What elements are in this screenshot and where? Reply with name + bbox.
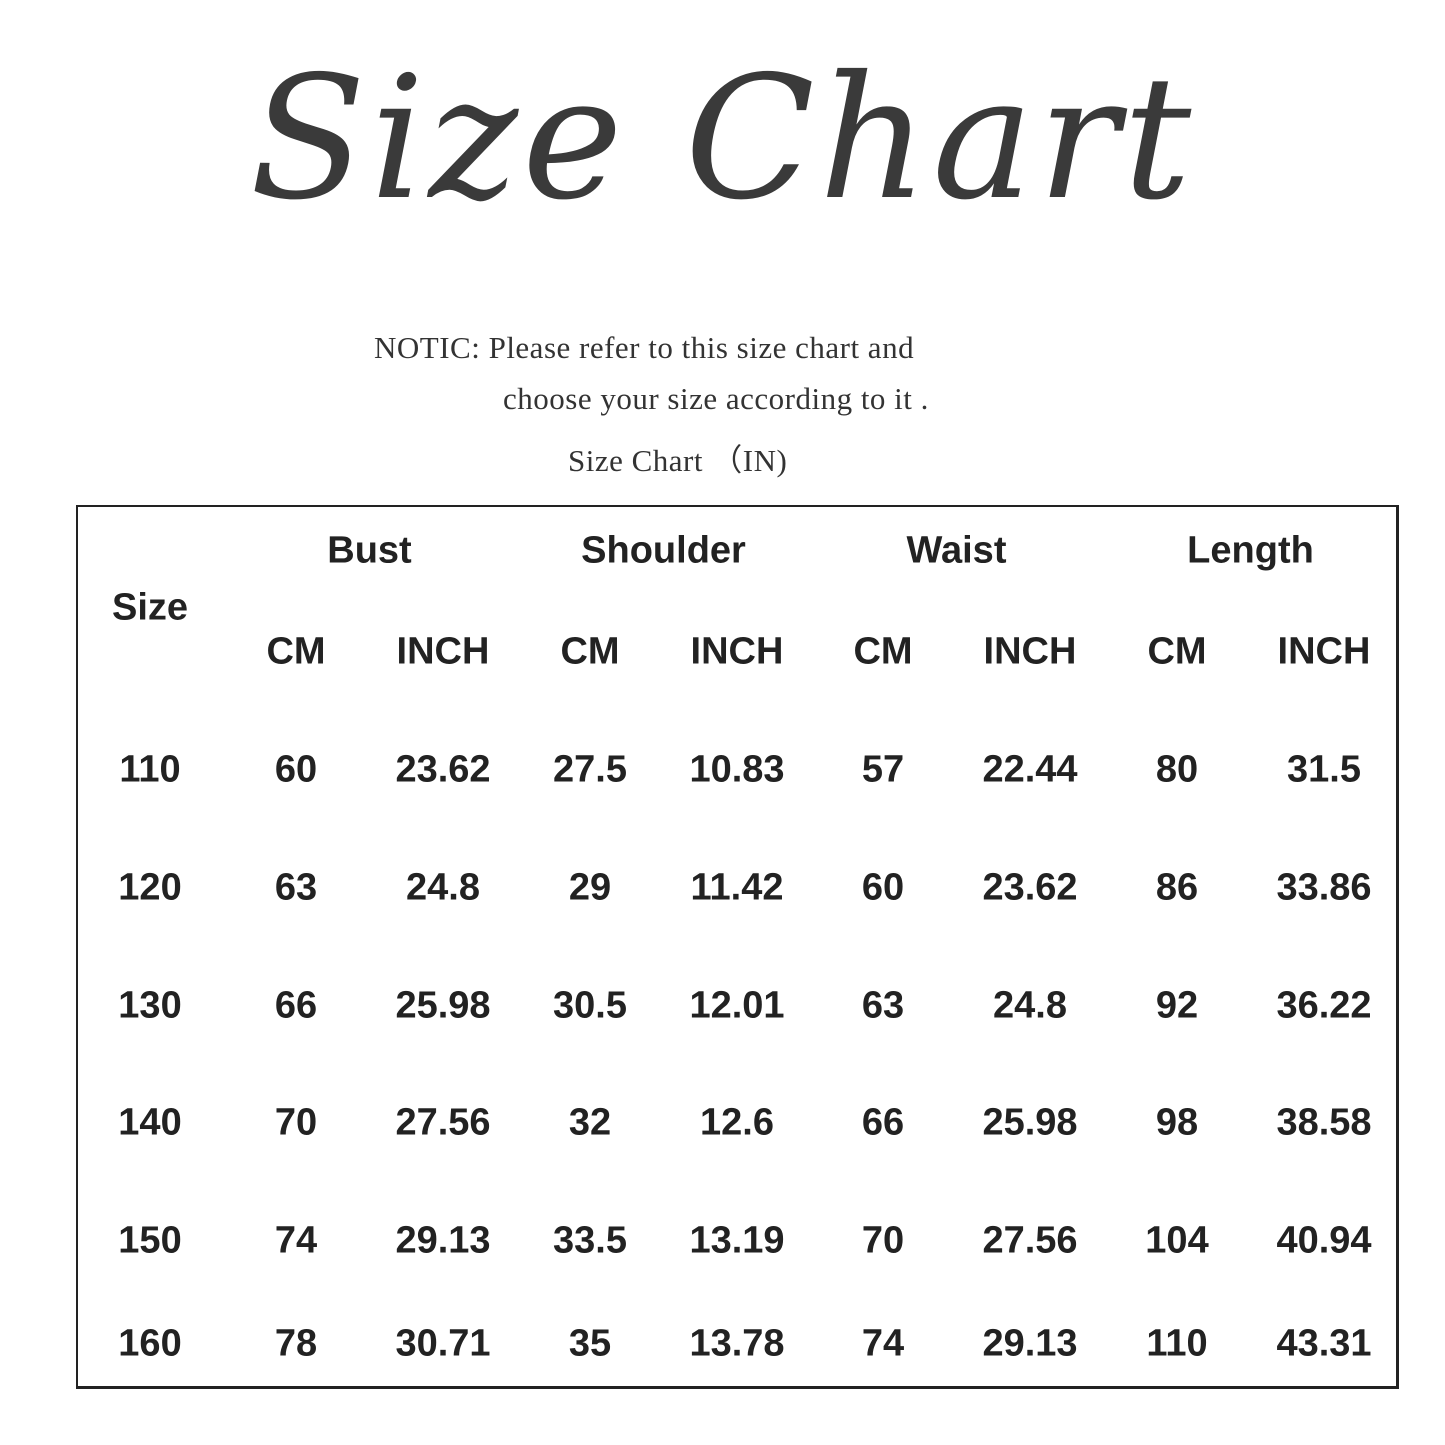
measurement-cell: 78 [274, 1322, 318, 1365]
unit-header: INCH [983, 630, 1077, 673]
measurement-cell: 29.13 [395, 1219, 491, 1262]
group-header: Bust [327, 529, 412, 572]
measurement-cell: 38.58 [1276, 1101, 1372, 1144]
measurement-cell: 74 [861, 1322, 905, 1365]
measurement-cell: 24.8 [406, 866, 480, 909]
measurement-cell: 70 [274, 1101, 318, 1144]
measurement-cell: 13.78 [689, 1322, 785, 1365]
measurement-cell: 43.31 [1276, 1322, 1372, 1365]
measurement-cell: 35 [568, 1322, 612, 1365]
measurement-cell: 80 [1155, 748, 1199, 791]
measurement-cell: 27.5 [553, 748, 627, 791]
measurement-cell: 13.19 [689, 1219, 785, 1262]
measurement-cell: 27.56 [982, 1219, 1078, 1262]
unit-header: CM [560, 630, 620, 673]
measurement-cell: 29.13 [982, 1322, 1078, 1365]
measurement-cell: 33.86 [1276, 866, 1372, 909]
size-cell: 160 [118, 1322, 182, 1365]
measurement-cell: 32 [568, 1101, 612, 1144]
measurement-cell: 92 [1155, 984, 1199, 1027]
measurement-cell: 110 [1146, 1322, 1208, 1365]
measurement-cell: 66 [274, 984, 318, 1027]
measurement-cell: 63 [274, 866, 318, 909]
size-cell: 120 [118, 866, 182, 909]
measurement-cell: 25.98 [982, 1101, 1078, 1144]
unit-header: CM [853, 630, 913, 673]
measurement-cell: 63 [861, 984, 905, 1027]
measurement-cell: 60 [274, 748, 318, 791]
notice-line-1: NOTIC: Please refer to this size chart a… [374, 330, 915, 365]
measurement-cell: 23.62 [982, 866, 1078, 909]
unit-label: Size Chart （IN) [568, 443, 788, 478]
size-cell: 150 [118, 1219, 182, 1262]
unit-header: INCH [690, 630, 784, 673]
measurement-cell: 74 [274, 1219, 318, 1262]
notice-line-2: choose your size according to it . [503, 381, 929, 416]
unit-header: INCH [396, 630, 490, 673]
measurement-cell: 22.44 [982, 748, 1078, 791]
measurement-cell: 66 [861, 1101, 905, 1144]
measurement-cell: 36.22 [1276, 984, 1372, 1027]
size-table [76, 505, 1399, 1389]
measurement-cell: 25.98 [395, 984, 491, 1027]
size-header: Size [111, 586, 189, 629]
measurement-cell: 60 [861, 866, 905, 909]
measurement-cell: 70 [861, 1219, 905, 1262]
measurement-cell: 40.94 [1276, 1219, 1372, 1262]
group-header: Waist [906, 529, 1007, 572]
group-header: Shoulder [581, 529, 746, 572]
measurement-cell: 31.5 [1287, 748, 1361, 791]
measurement-cell: 24.8 [993, 984, 1067, 1027]
group-header: Length [1187, 529, 1314, 572]
size-cell: 130 [118, 984, 182, 1027]
size-cell: 140 [118, 1101, 182, 1144]
measurement-cell: 11.42 [690, 866, 784, 909]
size-cell: 110 [119, 748, 181, 791]
unit-header: CM [266, 630, 326, 673]
measurement-cell: 12.6 [700, 1101, 774, 1144]
measurement-cell: 30.5 [553, 984, 627, 1027]
measurement-cell: 23.62 [395, 748, 491, 791]
unit-header: CM [1147, 630, 1207, 673]
page-title: Size Chart [249, 40, 1196, 238]
measurement-cell: 86 [1155, 866, 1199, 909]
measurement-cell: 12.01 [689, 984, 785, 1027]
measurement-cell: 104 [1145, 1219, 1209, 1262]
measurement-cell: 33.5 [553, 1219, 627, 1262]
measurement-cell: 30.71 [395, 1322, 491, 1365]
measurement-cell: 10.83 [689, 748, 785, 791]
measurement-cell: 29 [568, 866, 612, 909]
unit-header: INCH [1277, 630, 1371, 673]
measurement-cell: 98 [1155, 1101, 1199, 1144]
measurement-cell: 27.56 [395, 1101, 491, 1144]
measurement-cell: 57 [861, 748, 905, 791]
